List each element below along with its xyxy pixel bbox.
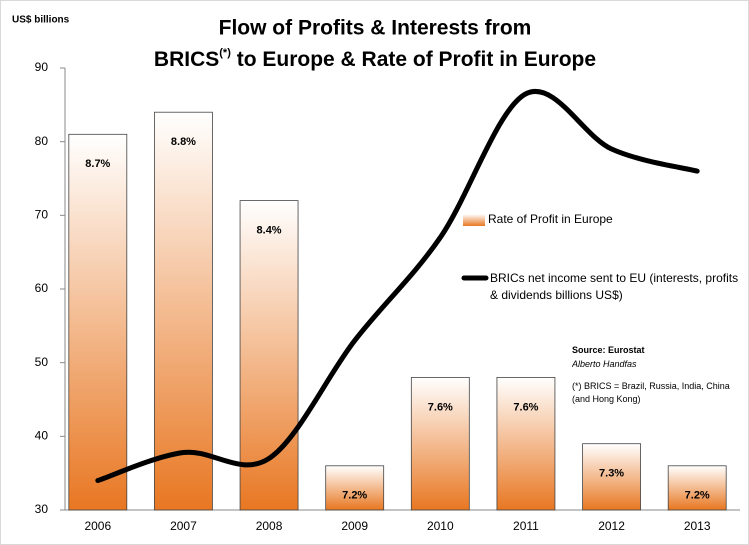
x-tick-label: 2013 [684, 519, 711, 533]
footnote: (*) BRICS = Brazil, Russia, India, China… [572, 381, 730, 404]
legend-label-box: Rate of Profit in Europe [488, 212, 613, 226]
bar [154, 111, 213, 511]
y-axis-label: US$ billions [12, 15, 70, 26]
bar [667, 465, 727, 511]
x-tick-label: 2008 [256, 519, 283, 533]
y-tick-label: 80 [35, 134, 49, 148]
source-note: Source: Eurostat [572, 345, 645, 355]
value-label: 8.7% [85, 158, 110, 170]
value-label: 8.4% [257, 225, 282, 237]
bar [68, 133, 128, 511]
x-tick-label: 2009 [341, 519, 368, 533]
legend-label-box: BRICs net income sent to EU (interests, … [490, 271, 739, 302]
x-tick-label: 2011 [513, 519, 539, 533]
y-tick-label: 90 [35, 60, 49, 74]
footnote-box: (*) BRICS = Brazil, Russia, India, China… [572, 381, 730, 404]
chart-title: BRICS(*) to Europe & Rate of Profit in E… [154, 47, 596, 71]
value-label: 7.6% [513, 401, 538, 413]
y-tick-label: 70 [35, 208, 49, 222]
value-label: 7.2% [342, 490, 367, 502]
source-note-box: Source: Eurostat [572, 345, 645, 355]
legend-swatch [463, 214, 485, 226]
y-tick-label: 60 [35, 281, 49, 295]
bar [496, 376, 556, 511]
x-tick-label: 2006 [84, 519, 111, 533]
author-note-box: Alberto Handfas [572, 359, 637, 369]
title-part: to Europe & Rate of Profit in Europe [231, 48, 596, 71]
x-tick-label: 2007 [170, 519, 197, 533]
y-tick-label: 40 [35, 429, 49, 443]
author-note: Alberto Handfas [572, 359, 637, 369]
bar [325, 465, 385, 511]
value-label: 7.6% [428, 401, 453, 413]
bar [410, 376, 470, 511]
title-superscript: (*) [219, 47, 231, 59]
legend-label: BRICs net income sent to EU (interests, … [490, 271, 739, 302]
bar [582, 443, 641, 511]
value-label: 7.2% [685, 490, 710, 502]
title-part: BRICS [154, 48, 219, 71]
legend-label: Rate of Profit in Europe [488, 212, 613, 226]
value-label: 8.8% [171, 136, 196, 148]
chart-title: Flow of Profits & Interests from [219, 17, 532, 40]
x-tick-label: 2012 [598, 519, 625, 533]
y-tick-label: 30 [35, 502, 49, 516]
value-label: 7.3% [599, 468, 624, 480]
y-tick-label: 50 [35, 355, 49, 369]
line [95, 89, 700, 484]
x-tick-label: 2010 [427, 519, 454, 533]
